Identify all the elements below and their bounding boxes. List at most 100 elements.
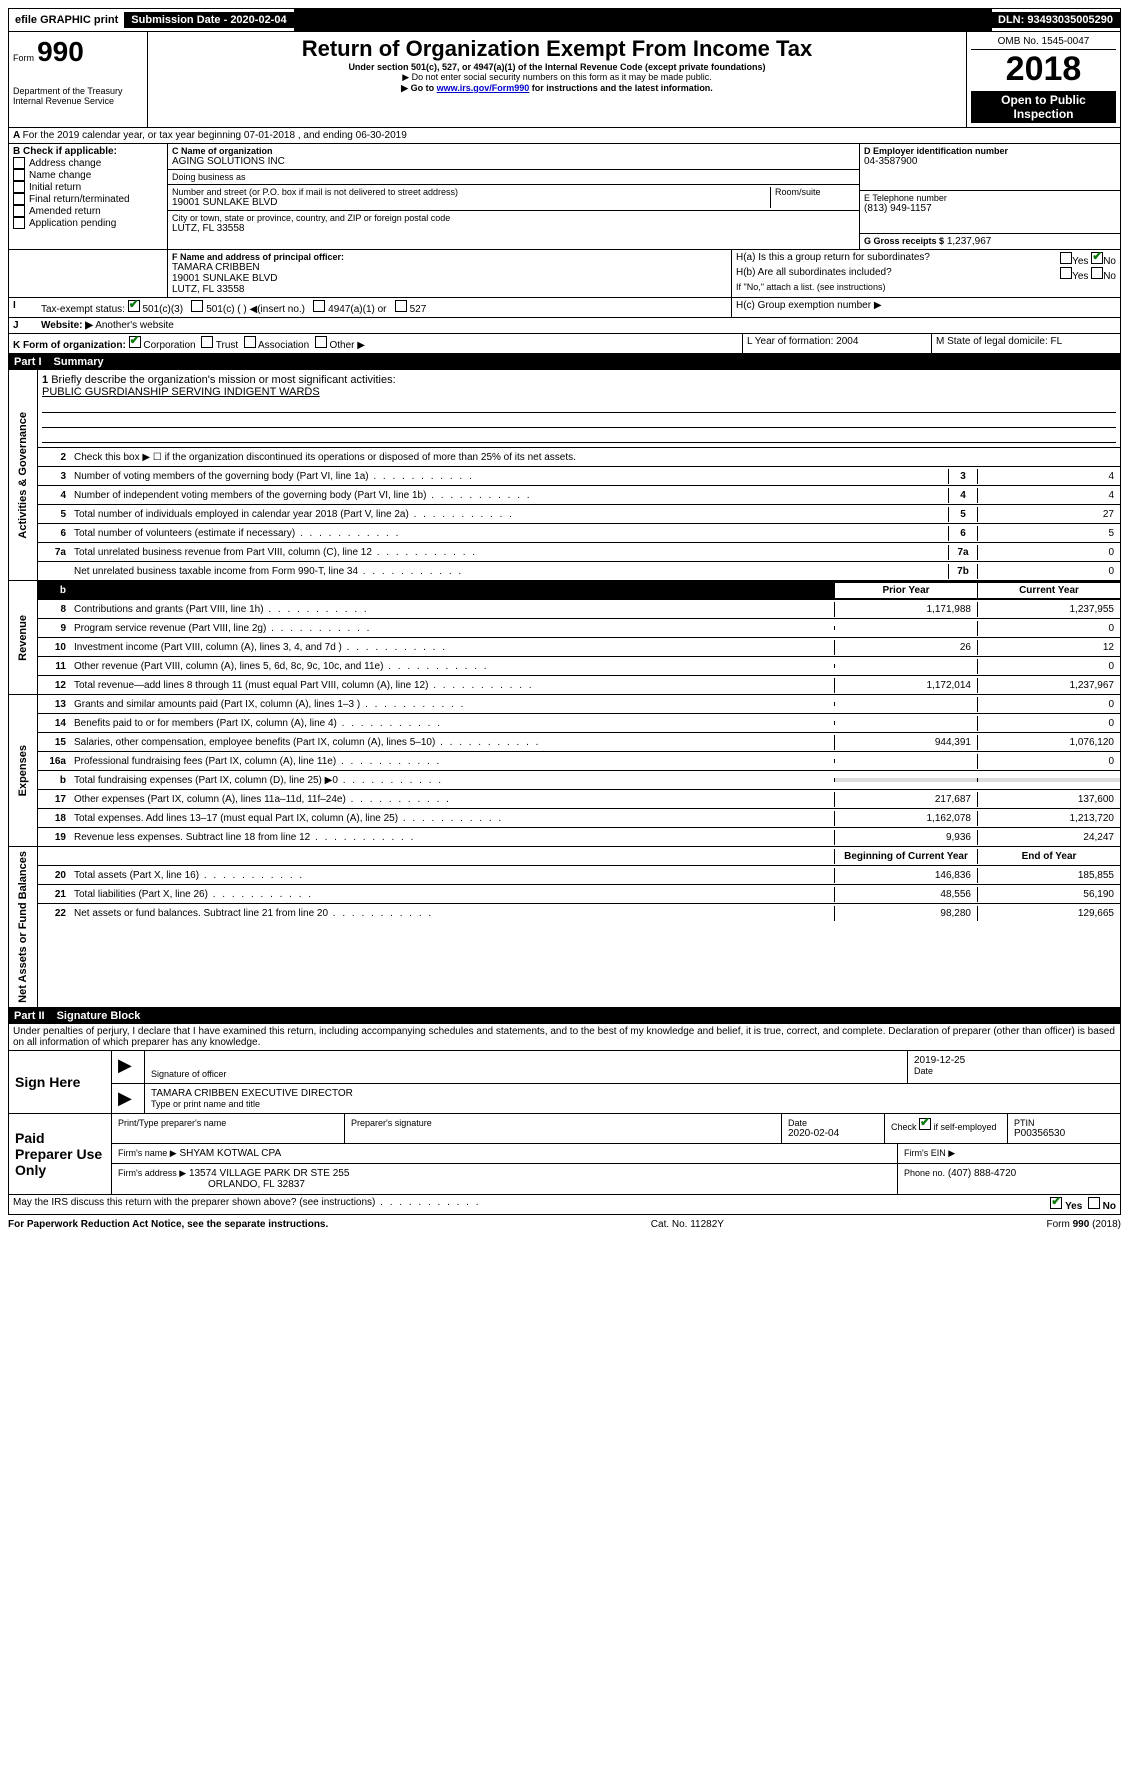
tax-status-label: Tax-exempt status: (41, 304, 125, 315)
form-number: 990 (37, 36, 84, 67)
phone-value: (813) 949-1157 (864, 203, 1116, 214)
firm-phone-label: Phone no. (904, 1168, 945, 1178)
hc-label: H(c) Group exemption number ▶ (731, 298, 1120, 317)
summary-row: 12Total revenue—add lines 8 through 11 (… (38, 676, 1120, 694)
summary-row: 3Number of voting members of the governi… (38, 467, 1120, 486)
gross-value: 1,237,967 (947, 236, 992, 247)
website-label: Website: ▶ (41, 320, 93, 331)
checkbox-option: Application pending (13, 217, 163, 229)
omb-number: OMB No. 1545-0047 (971, 36, 1116, 50)
block-b-title: B Check if applicable: (13, 146, 163, 157)
summary-row: 10Investment income (Part VIII, column (… (38, 638, 1120, 657)
year-box: OMB No. 1545-0047 2018 Open to Public In… (966, 32, 1120, 127)
state-domicile: M State of legal domicile: FL (931, 334, 1120, 353)
title-box: Return of Organization Exempt From Incom… (148, 32, 966, 127)
summary-row: 22Net assets or fund balances. Subtract … (38, 904, 1120, 922)
firm-addr: 13574 VILLAGE PARK DR STE 255 (189, 1168, 349, 1179)
form990-link[interactable]: www.irs.gov/Form990 (437, 83, 530, 93)
summary-row: bTotal fundraising expenses (Part IX, co… (38, 771, 1120, 790)
form-title: Return of Organization Exempt From Incom… (152, 36, 962, 62)
expenses-section: Expenses 13Grants and similar amounts pa… (8, 695, 1121, 847)
revenue-section: Revenue b Prior Year Current Year 8Contr… (8, 581, 1121, 695)
side-netassets: Net Assets or Fund Balances (15, 847, 31, 1007)
block-deg: D Employer identification number 04-3587… (859, 144, 1120, 249)
col-prior: Prior Year (834, 583, 977, 598)
sig-officer-label: Signature of officer (151, 1069, 901, 1079)
subtitle-1: Under section 501(c), 527, or 4947(a)(1)… (152, 62, 962, 72)
tax-year: 2018 (971, 50, 1116, 89)
form-header: Form 990 Department of the Treasury Inte… (8, 32, 1121, 128)
summary-row: 8Contributions and grants (Part VIII, li… (38, 600, 1120, 619)
firm-phone: (407) 888-4720 (948, 1168, 1016, 1179)
org-name: AGING SOLUTIONS INC (172, 156, 855, 167)
discuss-yesno: Yes No (1050, 1197, 1116, 1212)
side-revenue: Revenue (15, 611, 31, 665)
summary-row: 4Number of independent voting members of… (38, 486, 1120, 505)
mission-text: PUBLIC GUSRDIANSHIP SERVING INDIGENT WAR… (42, 386, 320, 398)
summary-row: 15Salaries, other compensation, employee… (38, 733, 1120, 752)
q2-label: Check this box ▶ ☐ if the organization d… (70, 450, 1120, 465)
year-formation: L Year of formation: 2004 (742, 334, 931, 353)
q1-label: Briefly describe the organization's miss… (51, 374, 395, 386)
sign-here-block: Sign Here ▶ Signature of officer 2019-12… (8, 1051, 1121, 1114)
col-current: Current Year (977, 583, 1120, 598)
line-klm: K Form of organization: Corporation Trus… (8, 334, 1121, 354)
top-spacer (294, 9, 992, 31)
line-i: I Tax-exempt status: 501(c)(3) 501(c) ( … (8, 298, 1121, 318)
k-label: K Form of organization: (13, 340, 126, 351)
efile-label: efile GRAPHIC print (9, 12, 125, 28)
sig-date: 2019-12-25 (914, 1055, 1114, 1066)
summary-row: 16aProfessional fundraising fees (Part I… (38, 752, 1120, 771)
org-info-block: B Check if applicable: Address changeNam… (8, 144, 1121, 250)
checkbox-option: Initial return (13, 181, 163, 193)
phone-label: E Telephone number (864, 193, 1116, 203)
footer-mid: Cat. No. 11282Y (651, 1219, 724, 1230)
addr-label: Number and street (or P.O. box if mail i… (172, 187, 770, 197)
website-value: Another's website (95, 320, 174, 331)
checkbox-option: Final return/terminated (13, 193, 163, 205)
part2-label: Part II (14, 1010, 45, 1022)
line-a: A For the 2019 calendar year, or tax yea… (8, 128, 1121, 144)
side-expenses: Expenses (15, 741, 31, 800)
part2-header: Part II Signature Block (8, 1008, 1121, 1024)
prep-sig-label: Preparer's signature (351, 1118, 775, 1128)
org-city: LUTZ, FL 33558 (172, 223, 855, 234)
ptin-value: P00356530 (1014, 1128, 1114, 1139)
ein-label: D Employer identification number (864, 146, 1116, 156)
hb-label: H(b) Are all subordinates included? (736, 267, 892, 282)
block-fh: F Name and address of principal officer:… (8, 250, 1121, 298)
firm-ein-label: Firm's EIN ▶ (904, 1148, 955, 1158)
summary-row: 14Benefits paid to or for members (Part … (38, 714, 1120, 733)
dln: DLN: 93493035005290 (992, 12, 1120, 28)
summary-row: 18Total expenses. Add lines 13–17 (must … (38, 809, 1120, 828)
dba-label: Doing business as (172, 172, 855, 182)
line-a-text: For the 2019 calendar year, or tax year … (23, 130, 407, 141)
summary-row: 7aTotal unrelated business revenue from … (38, 543, 1120, 562)
city-label: City or town, state or province, country… (172, 213, 855, 223)
room-suite: Room/suite (770, 187, 855, 208)
ein-value: 04-3587900 (864, 156, 1116, 167)
summary-row: 6Total number of volunteers (estimate if… (38, 524, 1120, 543)
summary-row: 13Grants and similar amounts paid (Part … (38, 695, 1120, 714)
hb-yesno: Yes No (1060, 267, 1116, 282)
summary-row: Net unrelated business taxable income fr… (38, 562, 1120, 580)
officer-name-title: TAMARA CRIBBEN EXECUTIVE DIRECTOR (151, 1088, 1114, 1099)
subtitle-3: ▶ Go to www.irs.gov/Form990 for instruct… (152, 83, 962, 94)
officer-addr2: LUTZ, FL 33558 (172, 284, 727, 295)
firm-city: ORLANDO, FL 32837 (208, 1179, 305, 1190)
submission-date: Submission Date - 2020-02-04 (125, 12, 293, 28)
summary-row: 9Program service revenue (Part VIII, lin… (38, 619, 1120, 638)
col-beginning: Beginning of Current Year (834, 849, 977, 864)
form-box: Form 990 Department of the Treasury Inte… (9, 32, 148, 127)
summary-row: 21Total liabilities (Part X, line 26)48,… (38, 885, 1120, 904)
officer-label: F Name and address of principal officer: (172, 252, 727, 262)
type-name-label: Type or print name and title (151, 1099, 1114, 1109)
part1-header: Part I Summary (8, 354, 1121, 370)
netassets-section: Net Assets or Fund Balances Beginning of… (8, 847, 1121, 1008)
firm-name-label: Firm's name ▶ (118, 1148, 177, 1158)
sign-here-label: Sign Here (9, 1051, 112, 1113)
firm-addr-label: Firm's address ▶ (118, 1168, 186, 1178)
hb-note: If "No," attach a list. (see instruction… (736, 282, 1116, 292)
gross-label: G Gross receipts $ (864, 236, 944, 246)
self-employed: Check if self-employed (891, 1118, 1001, 1132)
